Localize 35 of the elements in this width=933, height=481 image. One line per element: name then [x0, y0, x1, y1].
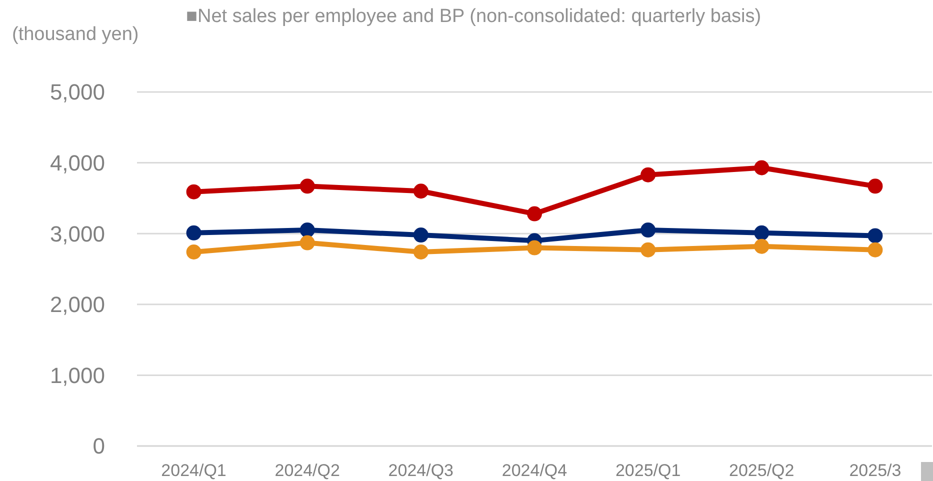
y-tick-label: 4,000	[50, 150, 105, 176]
point	[186, 225, 202, 240]
point	[640, 222, 656, 238]
point	[527, 206, 542, 222]
point	[640, 167, 656, 182]
point	[868, 178, 883, 194]
point	[186, 244, 202, 260]
x-tick-label: 2025/3	[849, 461, 902, 480]
point	[640, 242, 656, 258]
x-tick-label: 2025/Q2	[729, 461, 794, 480]
x-tick-label: 2025/Q1	[615, 461, 681, 480]
point	[186, 184, 202, 200]
point	[413, 228, 428, 243]
point	[413, 244, 428, 260]
point	[754, 160, 770, 176]
y-tick-label: 0	[92, 434, 105, 459]
point	[754, 238, 770, 254]
y-tick-label: 3,000	[50, 221, 105, 246]
x-tick-label: 2024/Q1	[161, 461, 226, 480]
x-tick-label: 2024/Q3	[388, 461, 454, 480]
point	[300, 222, 315, 238]
y-tick-label: 2,000	[50, 292, 105, 318]
y-tick-label: 5,000	[50, 80, 105, 105]
y-tick-label: 1,000	[50, 362, 105, 388]
chart-title: ■Net sales per employee and BP (non-consolidated: quarterly basis)	[186, 6, 762, 27]
point	[413, 184, 428, 199]
point	[300, 178, 315, 194]
point	[754, 225, 770, 240]
point	[868, 228, 883, 244]
point	[300, 235, 315, 250]
x-tick-label: 2024/Q2	[274, 461, 340, 480]
point	[868, 242, 883, 258]
x-tick-label: 2024/Q4	[502, 461, 568, 480]
y-axis-title: (thousand yen)	[12, 24, 139, 45]
point	[527, 240, 542, 256]
